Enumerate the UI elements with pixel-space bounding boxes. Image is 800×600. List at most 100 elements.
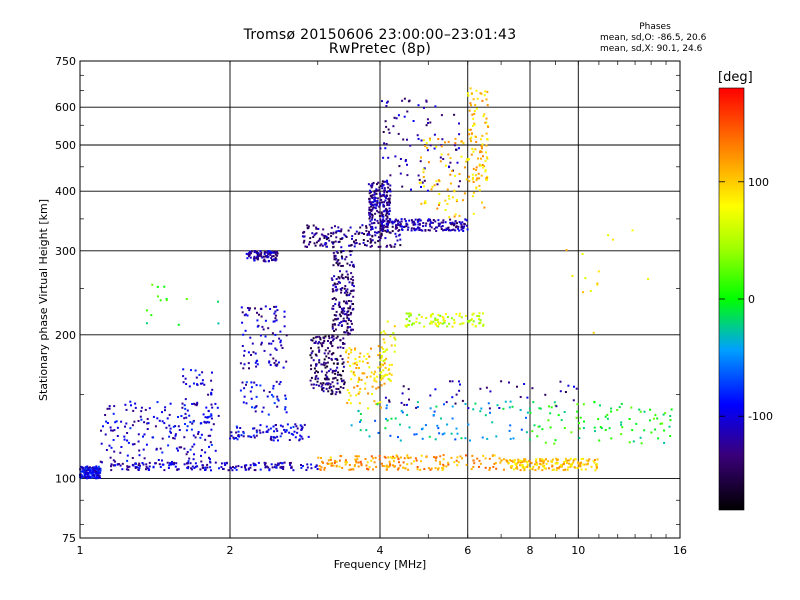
data-point <box>253 259 256 262</box>
data-point <box>493 462 496 465</box>
data-point <box>129 427 132 430</box>
data-point <box>306 246 308 248</box>
data-point <box>382 218 385 221</box>
data-point <box>465 160 468 163</box>
data-point <box>120 446 123 448</box>
data-point <box>313 242 316 245</box>
data-point <box>376 197 379 200</box>
data-point <box>393 457 396 460</box>
data-point <box>144 408 147 411</box>
data-point <box>137 420 140 422</box>
data-point <box>383 191 386 194</box>
data-point <box>478 459 481 462</box>
data-point <box>485 121 488 124</box>
data-point <box>331 462 333 465</box>
data-point <box>418 181 421 184</box>
data-point <box>260 343 263 346</box>
data-point <box>628 441 631 444</box>
data-point <box>364 458 367 460</box>
data-point <box>408 324 410 326</box>
data-point <box>369 375 372 378</box>
data-point <box>520 464 523 467</box>
data-point <box>353 374 356 377</box>
data-point <box>110 465 112 468</box>
data-point <box>321 383 324 386</box>
data-point <box>158 463 161 466</box>
data-point <box>386 191 389 194</box>
data-point <box>465 219 468 222</box>
data-point <box>341 312 344 315</box>
data-point <box>333 461 336 464</box>
data-point <box>325 375 328 378</box>
data-point <box>555 457 558 460</box>
data-point <box>273 258 275 261</box>
data-point <box>278 337 281 340</box>
data-point <box>453 224 455 227</box>
data-point <box>388 400 391 403</box>
data-point <box>320 370 323 373</box>
data-point <box>275 380 278 383</box>
data-point <box>486 156 488 159</box>
data-point <box>375 204 378 207</box>
data-point <box>420 139 423 142</box>
data-point <box>564 457 567 460</box>
data-point <box>254 352 257 355</box>
data-point <box>344 459 347 462</box>
data-point <box>269 308 272 310</box>
data-point <box>649 408 652 411</box>
data-point <box>95 472 98 474</box>
data-point <box>314 376 317 379</box>
data-point <box>437 325 440 328</box>
data-point <box>335 236 338 239</box>
data-point <box>172 425 175 428</box>
data-point <box>433 410 436 413</box>
data-point <box>434 438 437 441</box>
data-point <box>482 115 485 118</box>
data-point <box>332 338 335 341</box>
data-point <box>380 195 383 198</box>
data-point <box>449 229 452 232</box>
data-point <box>465 463 468 466</box>
data-point <box>385 101 388 104</box>
data-point <box>415 317 418 320</box>
data-point <box>459 222 462 225</box>
data-point <box>455 200 458 203</box>
data-point <box>97 465 100 468</box>
data-point <box>350 370 353 373</box>
data-point <box>418 227 421 230</box>
data-point <box>581 253 584 255</box>
data-point <box>305 469 308 471</box>
data-point <box>454 438 457 441</box>
data-point <box>389 464 392 467</box>
data-point <box>85 470 88 473</box>
data-point <box>472 320 475 323</box>
data-point <box>240 306 243 309</box>
data-point <box>340 275 343 278</box>
data-point <box>480 407 483 410</box>
data-point <box>312 337 315 340</box>
data-point <box>324 366 327 369</box>
data-point <box>335 261 338 264</box>
data-point <box>366 362 369 364</box>
data-point <box>325 382 328 385</box>
data-point <box>479 151 481 154</box>
data-point <box>123 438 126 441</box>
data-point <box>575 387 578 390</box>
data-point <box>421 181 424 184</box>
data-point <box>125 468 128 471</box>
data-point <box>385 468 388 471</box>
data-point <box>382 330 385 333</box>
data-point <box>424 424 427 427</box>
data-point <box>241 381 244 384</box>
data-point <box>474 174 477 177</box>
data-point <box>261 325 264 328</box>
data-point <box>256 311 258 314</box>
data-point <box>447 226 450 229</box>
data-point <box>363 355 366 358</box>
data-point <box>331 290 334 293</box>
data-point <box>380 462 383 465</box>
data-point <box>312 359 315 362</box>
data-point <box>315 370 318 373</box>
data-point <box>381 225 383 228</box>
data-point <box>480 157 482 160</box>
